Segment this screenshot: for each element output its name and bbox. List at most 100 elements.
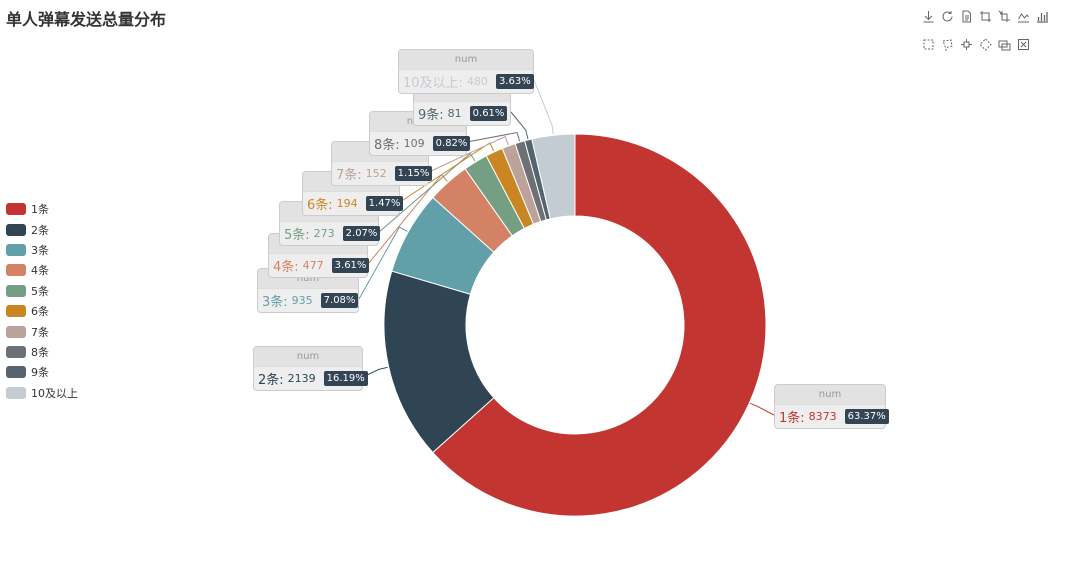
slice-label-name: 5条: xyxy=(284,228,310,243)
slice-label-name: 7条: xyxy=(336,168,362,183)
label-leader-line xyxy=(750,402,775,416)
slice-label-name: 10及以上: xyxy=(403,76,463,91)
bar-chart-icon[interactable] xyxy=(1036,10,1049,23)
slice-label-percent: 1.15% xyxy=(394,166,433,181)
label-leader-line xyxy=(466,131,521,143)
label-leader-line xyxy=(510,111,529,139)
label-leader-line xyxy=(378,152,476,233)
legend-item[interactable]: 5条 xyxy=(6,281,78,301)
chart-title: 单人弹幕发送总量分布 xyxy=(6,10,167,29)
slice-label-value: 8373 xyxy=(808,410,837,423)
slice-label-name: 3条: xyxy=(262,295,288,310)
toolbox xyxy=(922,10,1078,66)
legend-label: 5条 xyxy=(31,284,49,298)
label-leader-line xyxy=(533,79,554,135)
slice-label-name: 2条: xyxy=(258,373,284,388)
toolbox-row xyxy=(922,38,1078,55)
legend-label: 9条 xyxy=(31,366,49,380)
slice-label-box: num 2条: 2139 16.19% xyxy=(253,346,368,391)
slice-label-value: 109 xyxy=(403,137,425,150)
legend-swatch xyxy=(6,223,26,236)
legend-label: 3条 xyxy=(31,243,49,257)
crop-alt-icon[interactable] xyxy=(998,10,1011,23)
slice-label-series-name: num xyxy=(254,347,362,367)
legend-label: 8条 xyxy=(31,345,49,359)
download-icon[interactable] xyxy=(922,10,935,23)
pie-slice[interactable] xyxy=(531,133,576,220)
legend-item[interactable]: 3条 xyxy=(6,240,78,260)
legend-swatch xyxy=(6,264,26,277)
legend-item[interactable]: 7条 xyxy=(6,321,78,341)
rect-select-icon[interactable] xyxy=(922,38,935,51)
slice-label-body: 3条: 935 7.08% xyxy=(258,289,359,312)
legend-swatch xyxy=(6,325,26,338)
slice-label-box: num 1条: 8373 63.37% xyxy=(774,384,889,429)
legend-item[interactable]: 4条 xyxy=(6,260,78,280)
slice-label-body: 6条: 194 1.47% xyxy=(303,192,404,215)
legend-label: 2条 xyxy=(31,223,49,237)
legend-item[interactable]: 8条 xyxy=(6,342,78,362)
slice-label-body: 2条: 2139 16.19% xyxy=(254,367,368,390)
slice-label-name: 6条: xyxy=(307,198,333,213)
slice-label-value: 152 xyxy=(365,167,387,180)
brush-icon[interactable] xyxy=(998,38,1011,51)
legend-item[interactable]: 2条 xyxy=(6,219,78,239)
slice-label-body: 10及以上: 480 3.63% xyxy=(399,70,534,93)
slice-label-value: 194 xyxy=(336,197,358,210)
legend-item[interactable]: 1条 xyxy=(6,199,78,219)
slice-label-percent: 1.47% xyxy=(365,196,404,211)
slice-label-body: 1条: 8373 63.37% xyxy=(775,405,889,428)
legend-label: 6条 xyxy=(31,305,49,319)
clear-select-icon[interactable] xyxy=(979,38,992,51)
lasso-select-icon[interactable] xyxy=(941,38,954,51)
legend-label: 1条 xyxy=(31,203,49,217)
slice-label-body: 4条: 477 3.61% xyxy=(269,254,370,277)
slice-label-value: 273 xyxy=(313,227,335,240)
slice-label-value: 935 xyxy=(291,294,313,307)
slice-label-value: 477 xyxy=(302,259,324,272)
slice-label-series-name: num xyxy=(775,385,885,405)
slice-label-percent: 16.19% xyxy=(323,371,368,386)
slice-label-value: 2139 xyxy=(287,372,316,385)
legend-swatch xyxy=(6,305,26,318)
legend-label: 4条 xyxy=(31,264,49,278)
legend-swatch xyxy=(6,386,26,399)
slice-label-percent: 3.63% xyxy=(495,74,534,89)
label-leader-line xyxy=(399,142,495,203)
legend-item[interactable]: 10及以上 xyxy=(6,383,78,403)
document-icon[interactable] xyxy=(960,10,973,23)
legend-swatch xyxy=(6,345,26,358)
slice-label-value: 81 xyxy=(447,107,462,120)
slice-label-box: num 10及以上: 480 3.63% xyxy=(398,49,534,94)
slice-label-percent: 0.61% xyxy=(469,106,508,121)
legend-label: 7条 xyxy=(31,325,49,339)
slice-label-name: 4条: xyxy=(273,260,299,275)
keep-select-icon[interactable] xyxy=(960,38,973,51)
toolbox-row xyxy=(922,10,1078,27)
label-leader-line xyxy=(428,135,509,173)
legend-swatch xyxy=(6,243,26,256)
slice-label-series-name: num xyxy=(399,50,533,70)
chart-legend: 1条 2条 3条 4条 5条 6条 7条 8条 9条 10及以上 xyxy=(6,199,78,403)
close-select-icon[interactable] xyxy=(1017,38,1030,51)
slice-label-percent: 2.07% xyxy=(342,226,381,241)
line-chart-icon[interactable] xyxy=(1017,10,1030,23)
pie-slice[interactable] xyxy=(432,133,767,517)
slice-label-name: 9条: xyxy=(418,108,444,123)
slice-label-body: 9条: 81 0.61% xyxy=(414,102,510,125)
slice-label-percent: 0.82% xyxy=(432,136,471,151)
slice-label-name: 1条: xyxy=(779,411,805,426)
slice-label-body: 5条: 273 2.07% xyxy=(280,222,381,245)
slice-label-value: 480 xyxy=(466,75,488,88)
refresh-icon[interactable] xyxy=(941,10,954,23)
slice-label-body: 7条: 152 1.15% xyxy=(332,162,433,185)
legend-swatch xyxy=(6,284,26,297)
legend-item[interactable]: 6条 xyxy=(6,301,78,321)
legend-swatch xyxy=(6,203,26,216)
legend-swatch xyxy=(6,366,26,379)
crop-icon[interactable] xyxy=(979,10,992,23)
slice-label-percent: 7.08% xyxy=(320,293,359,308)
legend-label: 10及以上 xyxy=(31,386,78,400)
legend-item[interactable]: 9条 xyxy=(6,362,78,382)
